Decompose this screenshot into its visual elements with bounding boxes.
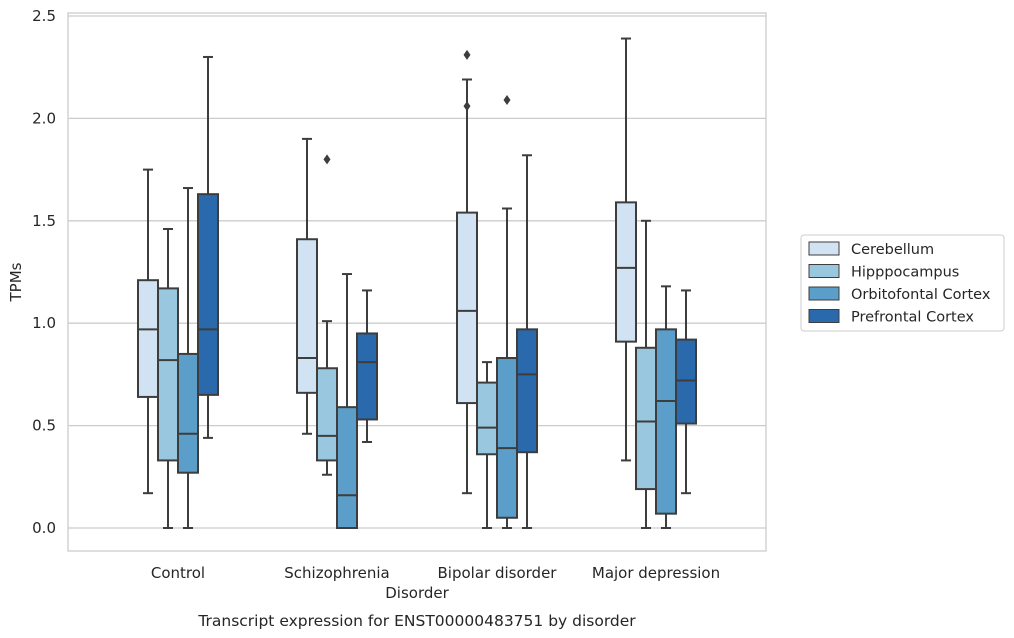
y-axis-label: TPMs	[7, 262, 25, 302]
outlier-point	[463, 49, 471, 60]
legend-swatch	[808, 241, 840, 256]
y-tick-label: 2.5	[32, 7, 56, 25]
box-body	[655, 328, 677, 515]
box-hipppocampus	[157, 227, 179, 529]
figure-caption: Transcript expression for ENST0000048375…	[197, 612, 636, 630]
box-body	[635, 346, 657, 491]
box-body	[356, 332, 378, 421]
outlier-point	[463, 101, 471, 112]
box-body	[516, 328, 538, 454]
x-axis-label: Disorder	[385, 584, 449, 602]
box-cerebellum	[137, 168, 159, 495]
legend-label: Prefrontal Cortex	[851, 310, 974, 326]
box-hipppocampus	[635, 219, 657, 529]
y-tick-label: 0.0	[32, 519, 56, 537]
y-tick-label: 1.5	[32, 212, 56, 230]
box-body	[456, 211, 478, 405]
x-tick-label: Major depression	[592, 564, 720, 582]
legend: Cerebellum Hipppocampus Orbitofontal Corte…	[800, 234, 1005, 332]
box-hipppocampus	[316, 154, 338, 476]
x-tick-label: Control	[151, 564, 205, 582]
box-cerebellum	[296, 137, 318, 435]
y-tick-label: 2.0	[32, 109, 56, 127]
box-body	[177, 352, 199, 474]
box-body	[615, 201, 637, 343]
legend-swatch	[808, 264, 840, 278]
box-body	[316, 367, 338, 462]
box-body	[675, 338, 697, 425]
box-orbitofontal-cortex	[177, 187, 199, 529]
box-body	[336, 406, 358, 529]
box-prefrontal-cortex	[356, 289, 378, 443]
legend-swatch	[808, 309, 840, 323]
y-tick-label: 1.0	[32, 314, 56, 332]
x-tick-label: Schizophrenia	[284, 564, 389, 582]
legend-swatch	[808, 286, 840, 301]
box-orbitofontal-cortex	[655, 285, 677, 529]
box-cerebellum	[615, 37, 637, 462]
plot-frame	[67, 12, 767, 552]
box-body	[496, 357, 518, 519]
y-tick-label: 0.5	[32, 417, 56, 435]
box-prefrontal-cortex	[675, 289, 697, 495]
legend-label: Orbitofontal Cortex	[851, 287, 991, 303]
boxes	[137, 37, 697, 529]
legend-frame	[800, 234, 1005, 332]
box-body	[157, 287, 179, 462]
box-body	[296, 238, 318, 394]
box-prefrontal-cortex	[516, 154, 538, 529]
box-orbitofontal-cortex	[496, 94, 518, 529]
box-prefrontal-cortex	[197, 55, 219, 439]
box-cerebellum	[456, 49, 478, 495]
box-body	[476, 381, 498, 456]
x-tick-label: Bipolar disorder	[438, 564, 558, 582]
legend-label: Hipppocampus	[851, 265, 959, 281]
x-axis-ticks: Control Schizophrenia Bipolar disorder Majo…	[151, 564, 720, 582]
box-orbitofontal-cortex	[336, 273, 358, 529]
outlier-point	[503, 94, 511, 105]
box-body	[137, 279, 159, 398]
box-body	[197, 193, 219, 396]
y-axis-ticks: 0.0 0.5 1.0 1.5 2.0 2.5	[32, 7, 56, 537]
box-hipppocampus	[476, 361, 498, 529]
outlier-point	[323, 154, 331, 165]
legend-label: Cerebellum	[851, 242, 934, 258]
